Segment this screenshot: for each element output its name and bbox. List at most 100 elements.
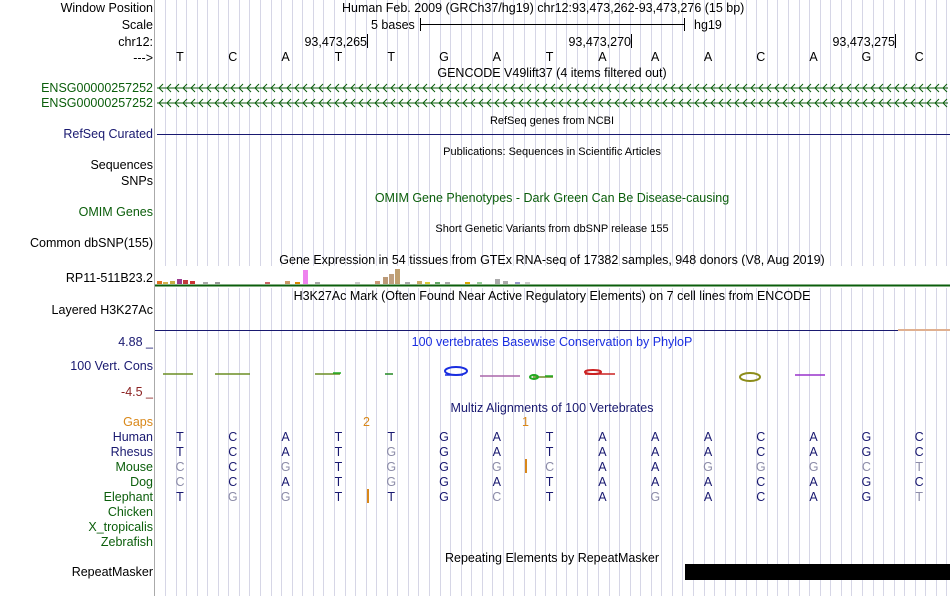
phylop-letter-glyph	[529, 374, 539, 380]
grid-line	[704, 0, 705, 596]
aligned-base: C	[175, 460, 185, 474]
refseq-label[interactable]: RefSeq Curated	[63, 127, 153, 141]
snps-label[interactable]: SNPs	[121, 174, 153, 188]
chrom-label: chr12:	[118, 35, 153, 49]
gencode-title[interactable]: GENCODE V49lift37 (4 items filtered out)	[437, 66, 667, 80]
dbsnp-title[interactable]: Short Genetic Variants from dbSNP releas…	[435, 223, 669, 235]
gtex-tissue-bar	[525, 282, 530, 284]
aligned-base: C	[914, 430, 924, 444]
repeatmasker-feature[interactable]	[685, 564, 950, 580]
phylop-title[interactable]: 100 vertebrates Basewise Conservation by…	[411, 335, 693, 349]
aligned-base: G	[280, 490, 291, 504]
aligned-base: C	[545, 460, 555, 474]
h3k27ac-title[interactable]: H3K27Ac Mark (Often Found Near Active Re…	[293, 289, 811, 303]
species-label[interactable]: Rhesus	[110, 445, 153, 459]
aligned-base: T	[176, 445, 184, 459]
gtex-label[interactable]: RP11-511B23.2	[65, 271, 153, 285]
grid-line	[661, 0, 662, 596]
gencode-item-2-feature[interactable]	[155, 95, 950, 111]
aligned-base: T	[545, 490, 554, 504]
position-tick-2: 93,473,270	[568, 35, 631, 49]
gtex-expression-chart[interactable]	[155, 266, 950, 288]
reference-base: G	[861, 50, 872, 64]
aligned-base: C	[756, 445, 766, 459]
grid-line	[207, 0, 208, 596]
gtex-tissue-bar	[170, 281, 175, 284]
strand-arrow-label: --->	[133, 51, 153, 65]
grid-line	[524, 0, 525, 596]
aligned-base: G	[861, 430, 872, 444]
gencode-item-2-label[interactable]: ENSG00000257252	[41, 96, 153, 110]
refseq-title[interactable]: RefSeq genes from NCBI	[489, 115, 615, 127]
omim-title[interactable]: OMIM Gene Phenotypes - Dark Green Can Be…	[374, 191, 730, 205]
aligned-base: A	[809, 430, 818, 444]
aligned-base: A	[651, 445, 660, 459]
aligned-base: C	[756, 430, 766, 444]
aligned-base: A	[281, 475, 290, 489]
grid-line	[851, 0, 852, 596]
elephant-insertion-mark	[367, 489, 369, 503]
gtex-title[interactable]: Gene Expression in 54 tissues from GTEx …	[279, 253, 825, 267]
phylop-label[interactable]: 100 Vert. Cons	[70, 359, 153, 373]
grid-line	[566, 0, 567, 596]
position-tick-3: 93,473,275	[832, 35, 895, 49]
aligned-base: T	[176, 430, 184, 444]
sequences-label[interactable]: Sequences	[90, 158, 153, 172]
aligned-base: A	[651, 430, 660, 444]
species-label[interactable]: Chicken	[107, 505, 153, 519]
reference-base: T	[545, 50, 554, 64]
grid-line	[619, 0, 620, 596]
species-label[interactable]: Mouse	[115, 460, 153, 474]
grid-line	[767, 0, 768, 596]
gtex-tissue-bar	[183, 280, 188, 284]
reference-base: C	[914, 50, 924, 64]
multiz-title[interactable]: Multiz Alignments of 100 Vertebrates	[450, 401, 654, 415]
species-label[interactable]: Elephant	[103, 490, 153, 504]
gencode-item-1-label[interactable]: ENSG00000257252	[41, 81, 153, 95]
aligned-base: A	[809, 490, 818, 504]
aligned-base: A	[598, 430, 607, 444]
repeatmasker-title[interactable]: Repeating Elements by RepeatMasker	[444, 551, 660, 565]
species-label[interactable]: Zebrafish	[100, 535, 153, 549]
grid-line	[503, 0, 504, 596]
species-label[interactable]: X_tropicalis	[88, 520, 153, 534]
grid-line	[334, 0, 335, 596]
grid-line	[461, 0, 462, 596]
gtex-tissue-bar	[215, 282, 220, 284]
h3k27ac-label[interactable]: Layered H3K27Ac	[51, 303, 153, 317]
gtex-tissue-bar	[285, 281, 290, 284]
aligned-base: T	[545, 475, 554, 489]
dbsnp-label[interactable]: Common dbSNP(155)	[30, 236, 153, 250]
grid-line	[260, 0, 261, 596]
aligned-base: A	[703, 475, 713, 489]
repeatmasker-label[interactable]: RepeatMasker	[71, 565, 153, 579]
strand-chevrons	[158, 98, 948, 108]
gencode-item-1-feature[interactable]	[155, 80, 950, 96]
window-position-value: Human Feb. 2009 (GRCh37/hg19) chr12:93,4…	[342, 1, 745, 15]
phylop-logo[interactable]	[155, 362, 950, 388]
grid-line	[630, 0, 631, 596]
aligned-base: C	[756, 490, 766, 504]
aligned-base: G	[386, 475, 397, 489]
refseq-feature-line[interactable]	[157, 134, 950, 135]
gtex-tissue-bar	[190, 281, 195, 284]
mouse-insertion-mark	[525, 459, 527, 473]
aligned-base: C	[914, 475, 924, 489]
species-label[interactable]: Dog	[130, 475, 153, 489]
grid-line	[714, 0, 715, 596]
aligned-base: T	[545, 430, 554, 444]
reference-base: A	[703, 50, 713, 64]
grid-line	[777, 0, 778, 596]
aligned-base: T	[334, 460, 343, 474]
aligned-base: C	[228, 460, 238, 474]
aligned-base: G	[861, 445, 872, 459]
grid-line	[809, 0, 810, 596]
gaps-label[interactable]: Gaps	[123, 415, 153, 429]
gap-count-1: 2	[363, 415, 370, 429]
species-label[interactable]: Human	[112, 430, 153, 444]
reference-base: T	[387, 50, 395, 64]
aligned-base: G	[280, 460, 291, 474]
omim-label[interactable]: OMIM Genes	[78, 205, 153, 219]
publications-title[interactable]: Publications: Sequences in Scientific Ar…	[443, 146, 661, 158]
